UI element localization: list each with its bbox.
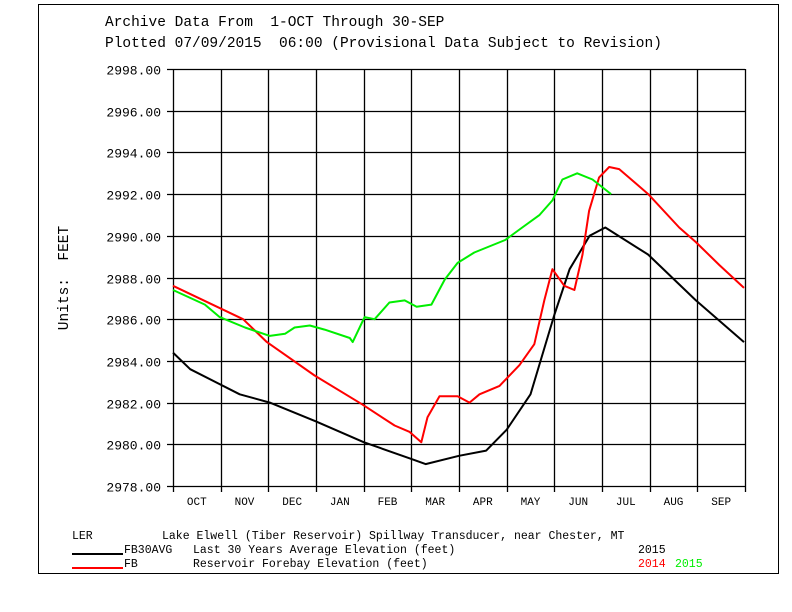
x-tick-label: NOV <box>235 497 255 509</box>
x-tick-label: DEC <box>282 497 302 509</box>
y-tick-label: 2986.00 <box>106 314 161 329</box>
x-tick-label: FEB <box>378 497 398 509</box>
series-line-fb-2015 <box>172 172 612 344</box>
chart-title-line-2: Plotted 07/09/2015 06:00 (Provisional Da… <box>105 36 662 52</box>
legend-year-fb-2014: 2014 <box>638 558 666 571</box>
legend-desc-fb30avg: Last 30 Years Average Elevation (feet) <box>193 544 455 557</box>
y-tick-label: 2998.00 <box>106 64 161 79</box>
legend-station-name: Lake Elwell (Tiber Reservoir) Spillway T… <box>162 530 624 543</box>
x-tick-label: OCT <box>187 497 207 509</box>
grid <box>167 68 747 492</box>
series-lines <box>172 166 745 466</box>
x-tick-label: AUG <box>664 497 684 509</box>
legend-year-fb-2015: 2015 <box>675 558 703 571</box>
series-line-fb-2014 <box>172 166 745 444</box>
x-tick-label: MAY <box>521 497 541 509</box>
y-axis-label: Units: FEET <box>57 225 73 330</box>
chart-title-line-1: Archive Data From 1-OCT Through 30-SEP <box>105 15 444 31</box>
chart-border <box>38 4 779 574</box>
legend-desc-fb: Reservoir Forebay Elevation (feet) <box>193 558 428 571</box>
legend: LER Lake Elwell (Tiber Reservoir) Spillw… <box>72 530 703 571</box>
y-tick-label: 2992.00 <box>106 189 161 204</box>
legend-code-fb: FB <box>124 558 138 571</box>
legend-year-fb30avg-2015: 2015 <box>638 544 666 557</box>
x-tick-label: SEP <box>711 497 731 509</box>
x-tick-label: APR <box>473 497 493 509</box>
y-tick-label: 2980.00 <box>106 439 161 454</box>
y-tick-label: 2990.00 <box>106 231 161 246</box>
series-line-fb30avg-2015 <box>172 226 745 466</box>
y-tick-label: 2988.00 <box>106 273 161 288</box>
x-tick-labels: OCT NOV DEC JAN FEB MAR APR MAY JUN JUL AUG SEP <box>187 497 732 509</box>
legend-station-code: LER <box>72 530 93 543</box>
x-tick-label: JUL <box>616 497 636 509</box>
y-tick-label: 2996.00 <box>106 106 161 121</box>
x-tick-label: JUN <box>568 497 588 509</box>
y-tick-label: 2978.00 <box>106 481 161 496</box>
legend-code-fb30avg: FB30AVG <box>124 544 172 557</box>
y-tick-label: 2994.00 <box>106 147 161 162</box>
y-tick-label: 2982.00 <box>106 398 161 413</box>
y-tick-label: 2984.00 <box>106 356 161 371</box>
x-tick-label: MAR <box>425 497 445 509</box>
x-tick-label: JAN <box>330 497 350 509</box>
y-tick-labels: 2978.00 2980.00 2982.00 2984.00 2986.00 2988.… <box>106 64 161 496</box>
